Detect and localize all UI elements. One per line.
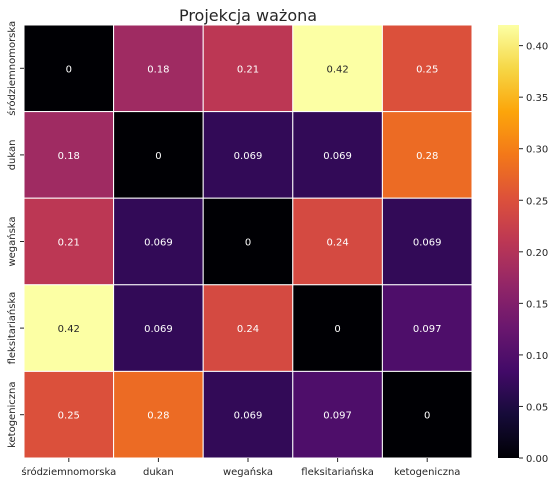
cell-value-label: 0 [334, 324, 340, 335]
cell-value-label: 0.21 [237, 64, 259, 75]
cell-value-label: 0.097 [413, 324, 442, 335]
heatmap-cell [202, 197, 294, 286]
cell-value-label: 0.069 [144, 238, 173, 249]
cell-value-label: 0.069 [234, 411, 263, 422]
cell-value-label: 0.069 [144, 324, 173, 335]
cell-value-label: 0.069 [234, 151, 263, 162]
y-tick-label: ketogeniczna [7, 381, 18, 447]
colorbar-tick-label: 0.25 [526, 196, 548, 207]
cell-value-label: 0 [155, 151, 161, 162]
heatmap-cell [113, 370, 204, 459]
cell-value-label: 0.18 [147, 64, 169, 75]
cell-value-label: 0 [424, 411, 430, 422]
cell-value-label: 0.24 [326, 238, 348, 249]
heatmap-cell [381, 370, 473, 459]
cell-value-label: 0.069 [413, 238, 442, 249]
heatmap-cell [202, 24, 294, 113]
heatmap-cell [381, 111, 473, 199]
colorbar: 0.00 0.05 0.10 0.15 0.20 0.25 0.30 0.35 0.40 [498, 25, 548, 465]
cell-value-label: 0.25 [58, 411, 80, 422]
cell-value-label: 0 [245, 238, 251, 249]
heatmap-cell-labels: 0 0.18 0.21 0.42 0.25 0.18 0 0.069 0.069 0.28 0.21… [58, 64, 442, 421]
heatmap-cell [202, 370, 294, 459]
colorbar-tick-label: 0.30 [526, 145, 548, 156]
colorbar-tick-label: 0.35 [526, 93, 548, 104]
x-tick-label: ketogeniczna [394, 467, 460, 478]
x-axis-ticks: śródziemnomorska dukan wegańska fleksitaria… [21, 458, 460, 478]
heatmap-cell [23, 24, 115, 113]
cell-value-label: 0.24 [237, 324, 259, 335]
heatmap-cell [113, 24, 204, 113]
x-tick-label: śródziemnomorska [21, 466, 116, 478]
heatmap-cell [381, 284, 473, 372]
y-tick-label: fleksitariańska [6, 292, 18, 365]
colorbar-tick-label: 0.15 [526, 299, 548, 310]
heatmap-cell [113, 197, 204, 286]
heatmap-cell [381, 24, 473, 113]
x-tick-label: fleksitariańska [301, 466, 374, 478]
y-tick-label: śródziemnomorska [6, 21, 18, 116]
colorbar-tick-label: 0.00 [526, 454, 548, 465]
heatmap-cell [113, 284, 204, 372]
cell-value-label: 0.069 [323, 151, 352, 162]
heatmap-cell [23, 111, 115, 199]
chart-title: Projekcja ważona [179, 6, 317, 25]
heatmap-cell [292, 24, 383, 113]
y-tick-label: wegańska [6, 216, 18, 266]
heatmap-cells [23, 24, 473, 459]
cell-value-label: 0 [66, 64, 72, 75]
x-tick-label: dukan [143, 467, 174, 478]
cell-value-label: 0.097 [323, 411, 352, 422]
cell-value-label: 0.21 [58, 238, 80, 249]
colorbar-tick-label: 0.40 [526, 42, 548, 53]
y-axis-ticks: śródziemnomorska dukan wegańska fleksitaria… [6, 21, 24, 448]
cell-value-label: 0.28 [147, 411, 169, 422]
heatmap-cell [202, 284, 294, 372]
colorbar-tick-label: 0.20 [526, 248, 548, 259]
heatmap-cell [202, 111, 294, 199]
heatmap-cell [292, 197, 383, 286]
colorbar-tick-label: 0.05 [526, 402, 548, 413]
cell-value-label: 0.42 [326, 64, 348, 75]
cell-value-label: 0.28 [416, 151, 438, 162]
colorbar-tick-label: 0.10 [526, 351, 548, 362]
heatmap-cell [23, 370, 115, 459]
cell-value-label: 0.42 [58, 324, 80, 335]
colorbar-gradient [498, 25, 519, 458]
cell-value-label: 0.25 [416, 64, 438, 75]
x-tick-label: wegańska [223, 466, 273, 478]
heatmap-cell [292, 284, 383, 372]
heatmap-cell [381, 197, 473, 286]
cell-value-label: 0.18 [58, 151, 80, 162]
y-tick-label: dukan [7, 140, 18, 171]
